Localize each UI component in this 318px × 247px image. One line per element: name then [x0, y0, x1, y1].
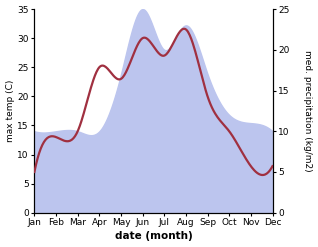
X-axis label: date (month): date (month)	[114, 231, 192, 242]
Y-axis label: med. precipitation (kg/m2): med. precipitation (kg/m2)	[303, 50, 313, 172]
Y-axis label: max temp (C): max temp (C)	[5, 80, 15, 142]
